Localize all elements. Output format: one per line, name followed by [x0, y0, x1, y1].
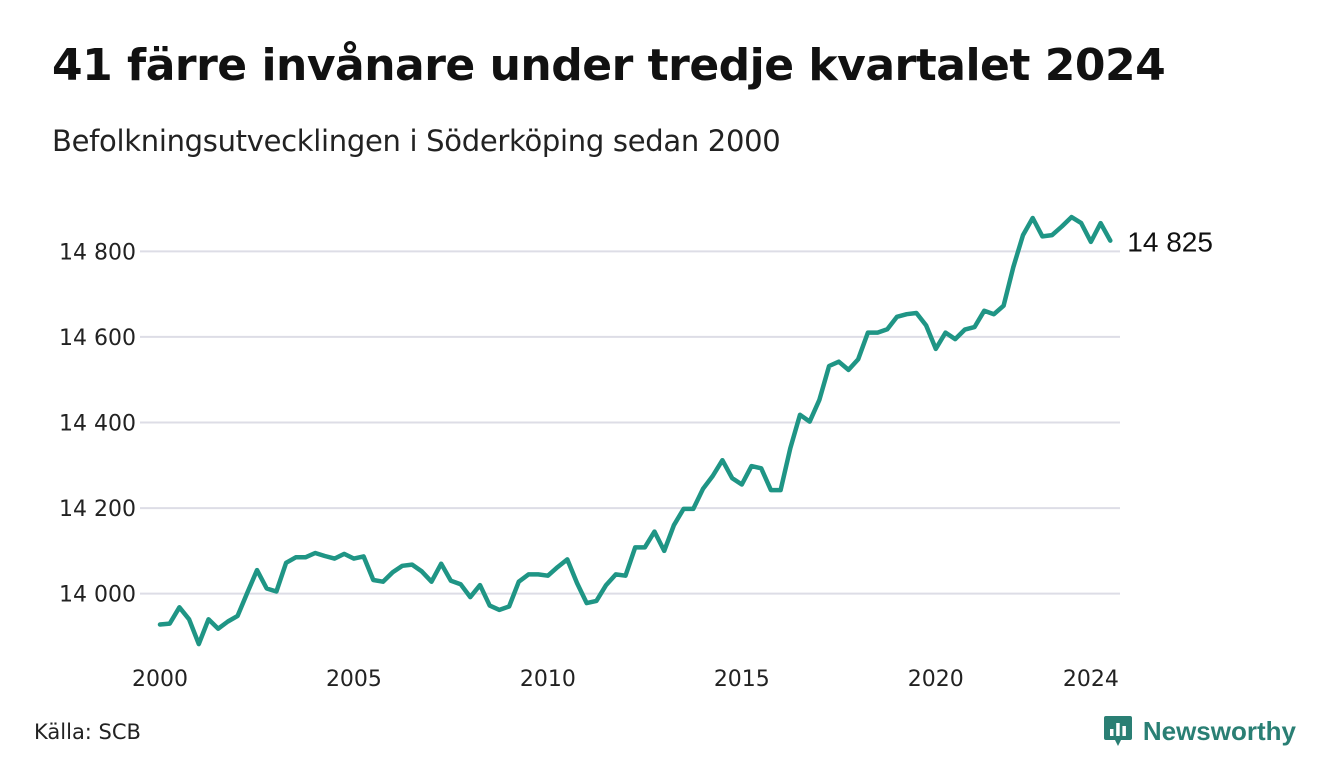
x-tick-label: 2005 [326, 667, 382, 692]
x-tick-label: 2000 [132, 667, 188, 692]
x-tick-label: 2015 [714, 667, 770, 692]
chart-title: 41 färre invånare under tredje kvartalet… [52, 40, 1166, 91]
y-axis-labels: 14 000 14 200 14 400 14 600 14 800 [59, 240, 136, 607]
source-note: Källa: SCB [34, 720, 141, 744]
y-tick-label: 14 400 [59, 412, 136, 437]
chart-bubble-icon [1103, 716, 1132, 746]
series-group [157, 214, 1113, 647]
chart-subtitle: Befolkningsutvecklingen i Söderköping se… [52, 124, 781, 158]
gridlines [140, 250, 1120, 595]
x-tick-label: 2020 [908, 667, 964, 692]
y-tick-label: 14 800 [59, 240, 136, 265]
x-tick-label: 2010 [520, 667, 576, 692]
brand-logo: Newsworthy [1103, 714, 1296, 748]
y-tick-label: 14 200 [59, 497, 136, 522]
end-value-label: 14 825 [1127, 227, 1213, 258]
brand-name: Newsworthy [1142, 715, 1296, 746]
y-tick-label: 14 600 [59, 326, 136, 351]
x-tick-label: 2024 [1063, 667, 1119, 692]
series-line [157, 214, 1113, 647]
end-label-group: 14 825 [1127, 227, 1213, 258]
y-tick-label: 14 000 [59, 583, 136, 608]
x-axis-labels: 2000 2005 2010 2015 2020 2024 [132, 667, 1119, 692]
